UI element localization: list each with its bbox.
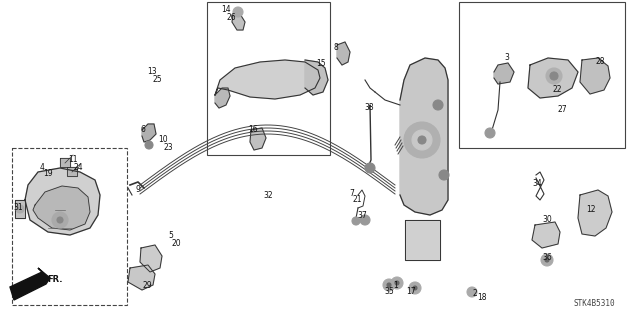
Polygon shape bbox=[67, 167, 77, 176]
Text: 9: 9 bbox=[136, 186, 140, 195]
Text: 5: 5 bbox=[168, 232, 173, 241]
Text: 4: 4 bbox=[40, 162, 44, 172]
Circle shape bbox=[409, 282, 421, 294]
Polygon shape bbox=[215, 88, 230, 108]
Text: 19: 19 bbox=[43, 169, 53, 179]
Polygon shape bbox=[15, 200, 25, 218]
Circle shape bbox=[439, 170, 449, 180]
Circle shape bbox=[57, 217, 63, 223]
Polygon shape bbox=[400, 58, 448, 215]
Bar bbox=[459, 2, 625, 148]
Text: 36: 36 bbox=[542, 253, 552, 262]
Text: 23: 23 bbox=[163, 143, 173, 152]
Circle shape bbox=[546, 68, 562, 84]
Circle shape bbox=[418, 136, 426, 144]
Polygon shape bbox=[33, 186, 90, 230]
Bar bbox=[12, 148, 127, 305]
Text: 14: 14 bbox=[221, 5, 231, 14]
Circle shape bbox=[433, 100, 443, 110]
Text: 3: 3 bbox=[504, 53, 509, 62]
Text: 30: 30 bbox=[542, 214, 552, 224]
Polygon shape bbox=[405, 220, 440, 260]
Text: 33: 33 bbox=[364, 103, 374, 113]
Circle shape bbox=[541, 254, 553, 266]
Text: 17: 17 bbox=[406, 286, 416, 295]
Text: 10: 10 bbox=[158, 136, 168, 145]
Polygon shape bbox=[60, 158, 70, 167]
Polygon shape bbox=[250, 128, 266, 150]
Text: 27: 27 bbox=[557, 106, 567, 115]
Circle shape bbox=[391, 277, 403, 289]
Text: 29: 29 bbox=[142, 281, 152, 291]
Text: 11: 11 bbox=[68, 155, 77, 165]
Circle shape bbox=[467, 287, 477, 297]
Circle shape bbox=[52, 212, 68, 228]
Text: 35: 35 bbox=[384, 286, 394, 295]
Text: 7: 7 bbox=[349, 189, 355, 197]
Text: 37: 37 bbox=[357, 211, 367, 219]
Polygon shape bbox=[128, 265, 155, 290]
Text: 26: 26 bbox=[226, 12, 236, 21]
Circle shape bbox=[360, 215, 370, 225]
Polygon shape bbox=[532, 222, 560, 248]
Text: 24: 24 bbox=[73, 162, 83, 172]
Circle shape bbox=[365, 163, 375, 173]
Text: 25: 25 bbox=[152, 75, 162, 84]
Circle shape bbox=[545, 258, 549, 262]
Polygon shape bbox=[25, 168, 100, 235]
Polygon shape bbox=[140, 245, 162, 272]
Circle shape bbox=[383, 279, 395, 291]
Polygon shape bbox=[232, 14, 245, 30]
Polygon shape bbox=[10, 268, 50, 300]
Text: 22: 22 bbox=[552, 85, 562, 93]
Polygon shape bbox=[305, 60, 328, 95]
Text: 28: 28 bbox=[595, 57, 605, 66]
Circle shape bbox=[395, 281, 399, 285]
Text: 2: 2 bbox=[472, 290, 477, 299]
Circle shape bbox=[485, 128, 495, 138]
Text: 18: 18 bbox=[477, 293, 487, 302]
Polygon shape bbox=[142, 124, 156, 142]
Polygon shape bbox=[337, 42, 350, 65]
Polygon shape bbox=[580, 58, 610, 94]
Text: 34: 34 bbox=[532, 180, 542, 189]
Text: 1: 1 bbox=[394, 280, 398, 290]
Text: 21: 21 bbox=[352, 196, 362, 204]
Circle shape bbox=[413, 286, 417, 290]
Text: 15: 15 bbox=[316, 58, 326, 68]
Circle shape bbox=[16, 205, 24, 213]
Circle shape bbox=[352, 217, 360, 225]
Bar bbox=[207, 2, 330, 155]
Text: 8: 8 bbox=[333, 42, 339, 51]
Text: 13: 13 bbox=[147, 68, 157, 77]
Circle shape bbox=[412, 130, 432, 150]
Polygon shape bbox=[215, 60, 320, 99]
Text: 32: 32 bbox=[263, 190, 273, 199]
Text: 16: 16 bbox=[248, 125, 258, 135]
Polygon shape bbox=[578, 190, 612, 236]
Circle shape bbox=[550, 72, 558, 80]
Circle shape bbox=[233, 7, 243, 17]
Text: 12: 12 bbox=[586, 205, 596, 214]
Circle shape bbox=[145, 141, 153, 149]
Circle shape bbox=[404, 122, 440, 158]
Text: 6: 6 bbox=[141, 125, 145, 135]
Text: 31: 31 bbox=[13, 204, 23, 212]
Text: FR.: FR. bbox=[47, 276, 63, 285]
Polygon shape bbox=[494, 63, 514, 84]
Text: STK4B5310: STK4B5310 bbox=[573, 299, 614, 308]
Polygon shape bbox=[528, 58, 578, 98]
Text: 20: 20 bbox=[171, 239, 181, 248]
Circle shape bbox=[387, 283, 391, 287]
